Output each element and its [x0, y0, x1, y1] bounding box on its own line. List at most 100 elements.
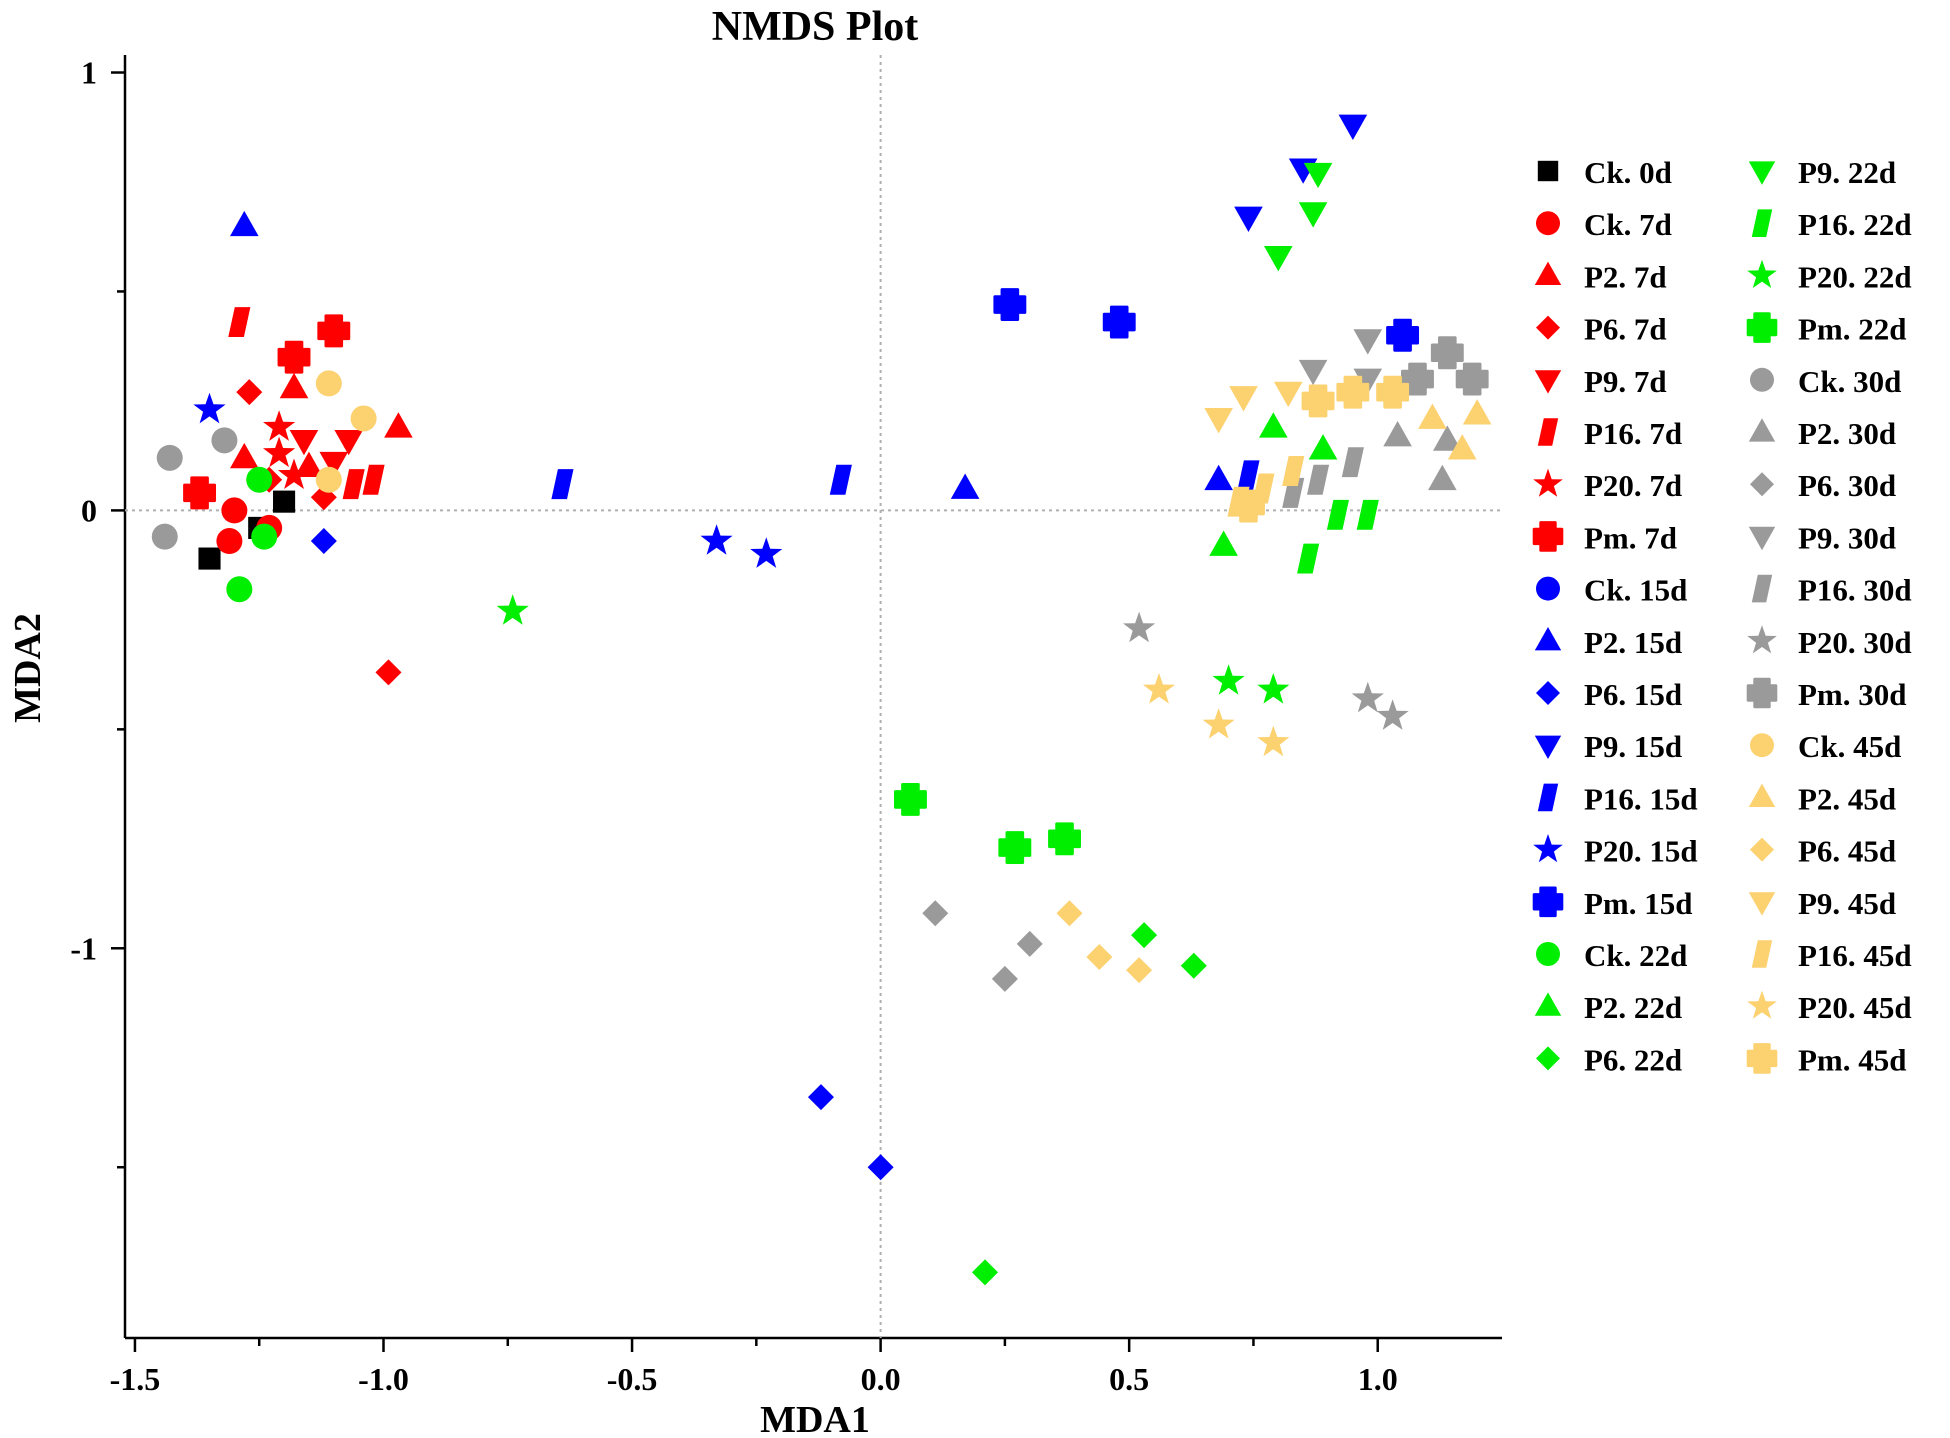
data-point — [496, 594, 529, 625]
legend-marker — [1751, 574, 1773, 603]
data-point — [236, 379, 263, 406]
series-ck-22d — [226, 466, 278, 603]
series-p20-45d — [1142, 673, 1290, 757]
legend-label: Ck. 7d — [1584, 207, 1672, 242]
series-p16-30d — [1282, 447, 1364, 508]
legend-item: Ck. 22d — [1536, 938, 1687, 973]
data-point — [277, 340, 311, 374]
data-point — [230, 442, 259, 469]
x-axis-ticks: -1.5 -1.0 -0.5 0.0 0.5 1.0 — [110, 1338, 1398, 1397]
x-tick-label: 0.0 — [861, 1361, 901, 1397]
data-point — [1298, 202, 1328, 228]
data-point — [1386, 318, 1420, 352]
legend-item: P6. 7d — [1536, 312, 1667, 347]
series-p20-30d — [1123, 611, 1409, 730]
legend-label: P2. 22d — [1584, 990, 1682, 1025]
data-point — [251, 523, 278, 550]
y-tick-label: 1 — [81, 55, 97, 91]
data-point — [230, 210, 259, 237]
legend-item: P20. 45d — [1747, 990, 1912, 1025]
legend-label: P6. 7d — [1584, 312, 1667, 347]
data-point — [211, 427, 238, 454]
data-point — [1016, 930, 1043, 957]
series-p16-22d — [1297, 499, 1379, 574]
legend-label: P16. 45d — [1798, 938, 1912, 973]
legend-label: Ck. 30d — [1798, 364, 1901, 399]
data-point — [1048, 822, 1081, 856]
data-point — [273, 490, 296, 513]
data-point — [991, 965, 1018, 992]
series-pm-15d — [993, 288, 1420, 352]
legend-marker — [1537, 783, 1559, 812]
data-point — [1433, 425, 1462, 451]
legend-marker — [1751, 940, 1773, 968]
legend-item: P6. 22d — [1536, 1042, 1682, 1077]
data-point — [1252, 473, 1275, 504]
series-ck-30d — [151, 427, 238, 550]
series-p20-22d — [496, 594, 1290, 704]
legend-marker — [1748, 783, 1776, 807]
data-point — [315, 466, 342, 493]
series-p6-30d — [922, 900, 1043, 992]
legend-item: P2. 22d — [1534, 990, 1682, 1025]
legend-label: Pm. 7d — [1584, 520, 1677, 555]
data-point — [1086, 944, 1113, 971]
data-point — [151, 523, 178, 550]
legend-label: P6. 15d — [1584, 677, 1682, 712]
legend-marker — [1748, 526, 1776, 551]
data-point — [350, 405, 377, 432]
data-point — [1056, 900, 1083, 927]
data-point — [277, 458, 311, 489]
data-point — [315, 370, 342, 397]
data-point — [1356, 499, 1379, 530]
legend-item: P9. 7d — [1534, 364, 1667, 399]
data-point — [317, 314, 351, 348]
legend-marker — [1747, 990, 1777, 1019]
data-point — [1308, 434, 1338, 460]
series-p9-45d — [1204, 381, 1303, 434]
data-point — [1301, 384, 1335, 418]
series-pm-45d — [1232, 375, 1410, 523]
legend-item: P2. 15d — [1534, 625, 1682, 660]
data-point — [183, 476, 217, 510]
data-point — [1259, 412, 1288, 438]
data-point — [922, 900, 949, 927]
legend-marker — [1534, 627, 1562, 651]
data-point — [1297, 543, 1320, 574]
legend-marker — [1534, 992, 1562, 1016]
series-p6-22d — [972, 922, 1207, 1286]
data-point — [993, 288, 1027, 322]
data-point — [310, 528, 337, 555]
y-axis-ticks: -1 0 1 — [70, 55, 125, 1169]
data-point — [1341, 447, 1364, 478]
y-tick-label: -1 — [70, 930, 97, 966]
legend-marker — [1534, 261, 1562, 285]
legend-label: P6. 45d — [1798, 834, 1896, 869]
series-pm-7d — [183, 314, 351, 510]
legend-item: P16. 7d — [1537, 416, 1682, 451]
legend-item: P6. 15d — [1536, 677, 1682, 712]
legend-marker — [1532, 521, 1564, 552]
data-point — [1263, 246, 1293, 272]
legend-label: P16. 7d — [1584, 416, 1682, 451]
y-tick-label: 0 — [81, 492, 97, 528]
data-point — [1353, 368, 1383, 394]
series-pm-30d — [1401, 336, 1489, 396]
data-point — [1462, 399, 1492, 425]
legend-item: P6. 30d — [1750, 468, 1896, 503]
legend-label: P9. 22d — [1798, 155, 1896, 190]
legend-item: P20. 30d — [1747, 625, 1912, 660]
data-point — [1326, 499, 1350, 530]
legend-label: P9. 45d — [1798, 886, 1896, 921]
data-point — [1202, 708, 1235, 739]
x-tick-label: -1.0 — [358, 1361, 409, 1397]
series-p2-30d — [1383, 421, 1462, 491]
legend-label: Pm. 45d — [1798, 1042, 1907, 1077]
legend-label: P9. 30d — [1798, 520, 1896, 555]
data-point — [198, 547, 221, 570]
legend-item: P6. 45d — [1750, 834, 1896, 869]
legend-item: P9. 30d — [1748, 520, 1896, 555]
data-point — [1336, 375, 1370, 409]
legend-item: P9. 45d — [1748, 886, 1896, 921]
